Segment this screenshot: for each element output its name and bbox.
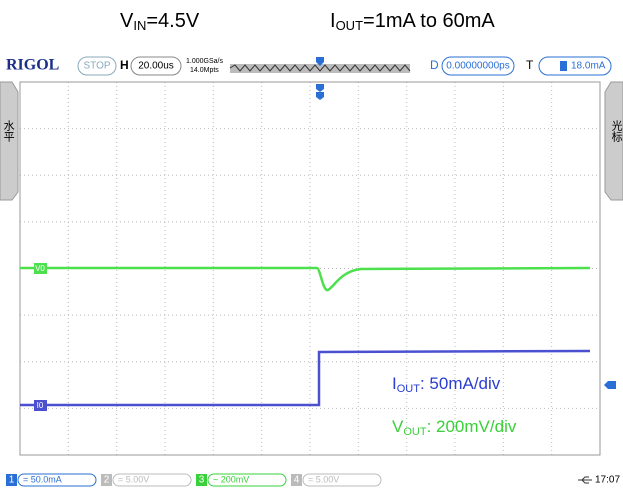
right-tab-label: 光标	[610, 119, 623, 143]
t: OUT	[397, 383, 421, 395]
page: VIN=4.5V IOUT=1mA to 60mA RIGOL STOP H 2…	[0, 0, 623, 489]
iout-trace	[20, 351, 590, 405]
i0-label: I0	[37, 401, 44, 410]
trigger-level: 18.0mA	[571, 61, 606, 72]
t: V	[120, 10, 134, 32]
channel-setting: ~ 200mV	[213, 474, 249, 484]
t-label: T	[526, 58, 534, 72]
scope-screenshot: VIN=4.5V IOUT=1mA to 60mA RIGOL STOP H 2…	[0, 0, 623, 489]
status: STOP	[83, 61, 110, 72]
channel-number: 2	[104, 475, 110, 486]
vout-scale: VOUT: 200mV/div	[392, 417, 517, 437]
delay: 0.00000000ps	[446, 61, 509, 72]
vout-trace	[20, 268, 590, 290]
t: OUT	[336, 18, 364, 33]
brand: RIGOL	[6, 57, 59, 74]
v0-label: V0	[35, 264, 45, 273]
trigger-marker	[316, 84, 324, 100]
t: IN	[133, 18, 146, 33]
d-label: D	[430, 58, 439, 72]
channel-number: 4	[294, 475, 300, 486]
timebase: 20.00us	[138, 61, 174, 72]
channel-bar: 1 = 50.0mA 2 = 5.00V 3 ~ 200mV 4 = 5.00V	[6, 474, 381, 486]
left-tab-label: 水平	[2, 120, 15, 143]
sample-rate: 1.000GSa/s	[186, 58, 223, 65]
channel-setting: = 50.0mA	[23, 474, 62, 484]
clock: 17:07	[595, 475, 620, 486]
usb-icon	[578, 477, 592, 483]
iout-scale: IOUT: 50mA/div	[392, 374, 501, 394]
channel-setting: = 5.00V	[308, 474, 339, 484]
iout-title: IOUT=1mA to 60mA	[330, 10, 495, 33]
channel-setting: = 5.00V	[118, 474, 149, 484]
channel-number: 3	[199, 475, 205, 486]
channel-number: 1	[9, 475, 15, 486]
h-label: H	[120, 58, 129, 72]
t: =4.5V	[146, 10, 199, 32]
ch-badge	[560, 61, 567, 71]
t: : 50mA/div	[420, 374, 501, 393]
memory: 14.0Mpts	[190, 67, 219, 74]
t: OUT	[403, 426, 427, 438]
t: =1mA to 60mA	[363, 10, 495, 32]
vin-title: VIN=4.5V	[120, 10, 200, 33]
t: V	[392, 417, 404, 436]
t: : 200mV/div	[427, 417, 517, 436]
right-marker	[604, 381, 616, 389]
